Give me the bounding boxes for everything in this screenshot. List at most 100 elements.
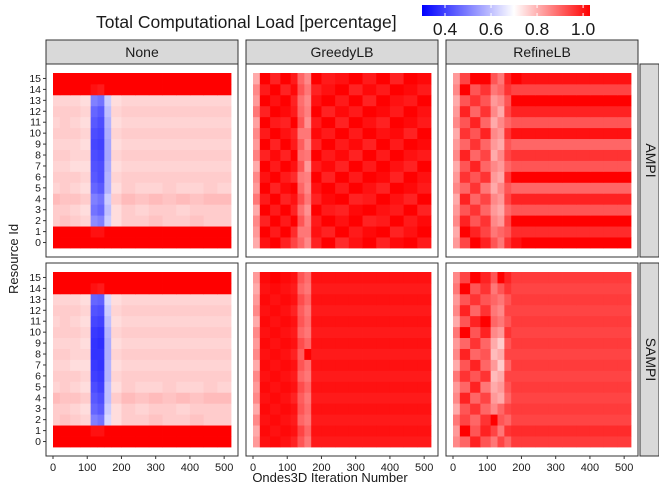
heatmap-cell	[453, 160, 461, 172]
x-tick-label: 500	[415, 462, 433, 474]
heatmap-cell	[53, 304, 61, 317]
heatmap-cell	[304, 138, 312, 150]
heatmap-cell	[321, 83, 336, 96]
heatmap-cell	[97, 105, 105, 118]
heatmap-cell	[335, 293, 350, 306]
heatmap-cell	[335, 73, 350, 85]
heatmap-cell	[104, 282, 112, 295]
heatmap-cell	[217, 83, 232, 96]
heatmap-cell	[311, 359, 322, 371]
heatmap-cell	[270, 73, 281, 85]
y-tick-label: 11	[30, 117, 41, 129]
heatmap-cell	[480, 149, 492, 161]
heatmap-cell	[270, 127, 281, 140]
heatmap-cell	[376, 105, 391, 118]
heatmap-cell	[403, 182, 418, 194]
heatmap-cell	[603, 204, 618, 216]
heatmap-cell	[290, 370, 298, 382]
heatmap-cell	[176, 272, 191, 284]
heatmap-cell	[259, 348, 271, 360]
heatmap-cell	[521, 348, 536, 360]
heatmap-cell	[97, 149, 105, 161]
heatmap-cell	[535, 171, 550, 183]
heatmap-cell	[135, 237, 150, 249]
heatmap-cell	[162, 272, 177, 284]
heatmap-cell	[504, 381, 512, 393]
heatmap-cell	[504, 315, 512, 328]
heatmap-cell	[270, 293, 281, 306]
heatmap-cell	[589, 436, 605, 448]
y-tick-label: 2	[35, 215, 41, 227]
heatmap-cell	[53, 315, 61, 328]
heatmap-cell	[304, 359, 312, 371]
heatmap-cell	[203, 326, 218, 339]
heatmap-cell	[535, 436, 550, 448]
heatmap-cell	[121, 193, 136, 205]
heatmap-cell	[504, 149, 512, 161]
heatmap-cell	[589, 272, 605, 284]
heatmap-cell	[548, 436, 563, 448]
heatmap-cell	[480, 226, 492, 238]
heatmap-cell	[148, 315, 163, 328]
heatmap-cell	[470, 381, 481, 393]
heatmap-cell	[480, 326, 492, 339]
heatmap-cell	[470, 403, 481, 415]
heatmap-cell	[104, 73, 112, 85]
heatmap-cell	[259, 381, 271, 393]
heatmap-cell	[403, 149, 418, 161]
heatmap-cell	[59, 359, 71, 371]
heatmap-cell	[135, 337, 150, 349]
heatmap-cell	[504, 237, 512, 249]
heatmap-cell	[253, 348, 261, 360]
heatmap-cell	[562, 359, 577, 371]
heatmap-cell	[121, 348, 136, 360]
heatmap-cell	[389, 381, 405, 393]
heatmap-cell	[535, 370, 550, 382]
heatmap-cell	[511, 83, 522, 96]
heatmap-cell	[376, 425, 391, 437]
heatmap-cell	[176, 73, 191, 85]
heatmap-cell	[453, 282, 461, 295]
heatmap-cell	[189, 293, 205, 306]
heatmap-cell	[70, 237, 81, 249]
heatmap-cell	[111, 414, 122, 426]
heatmap-cell	[104, 116, 112, 129]
heatmap-cell	[176, 381, 191, 393]
heatmap-cell	[297, 304, 305, 317]
heatmap-cell	[70, 381, 81, 393]
heatmap-cell	[148, 359, 163, 371]
heatmap-cell	[53, 282, 61, 295]
heatmap-cell	[311, 315, 322, 328]
heatmap-cell	[259, 193, 271, 205]
heatmap-cell	[576, 381, 591, 393]
heatmap-cell	[548, 226, 563, 238]
heatmap-cell	[453, 414, 461, 426]
x-tick-label: 0	[450, 462, 456, 474]
heatmap-cell	[562, 414, 577, 426]
heatmap-cell	[417, 149, 432, 161]
heatmap-cell	[104, 237, 112, 249]
heatmap-cell	[97, 403, 105, 415]
heatmap-cell	[121, 226, 136, 238]
heatmap-cell	[121, 116, 136, 129]
heatmap-cell	[280, 425, 292, 437]
heatmap-cell	[535, 73, 550, 85]
heatmap-cell	[521, 105, 536, 118]
heatmap-cell	[417, 272, 432, 284]
heatmap-cell	[335, 83, 350, 96]
heatmap-cell	[389, 83, 405, 96]
heatmap-cell	[280, 304, 292, 317]
heatmap-cell	[335, 348, 350, 360]
heatmap-cell	[176, 160, 191, 172]
heatmap-cell	[603, 215, 618, 227]
heatmap-cell	[148, 73, 163, 85]
heatmap-cell	[348, 149, 363, 161]
heatmap-cell	[217, 127, 232, 140]
heatmap-cell	[304, 425, 312, 437]
y-tick-label: 10	[29, 128, 41, 140]
heatmap-cell	[304, 348, 312, 360]
heatmap-cell	[535, 282, 550, 295]
heatmap-cell	[176, 370, 191, 382]
heatmap-cell	[362, 116, 377, 129]
heatmap-cell	[80, 403, 92, 415]
